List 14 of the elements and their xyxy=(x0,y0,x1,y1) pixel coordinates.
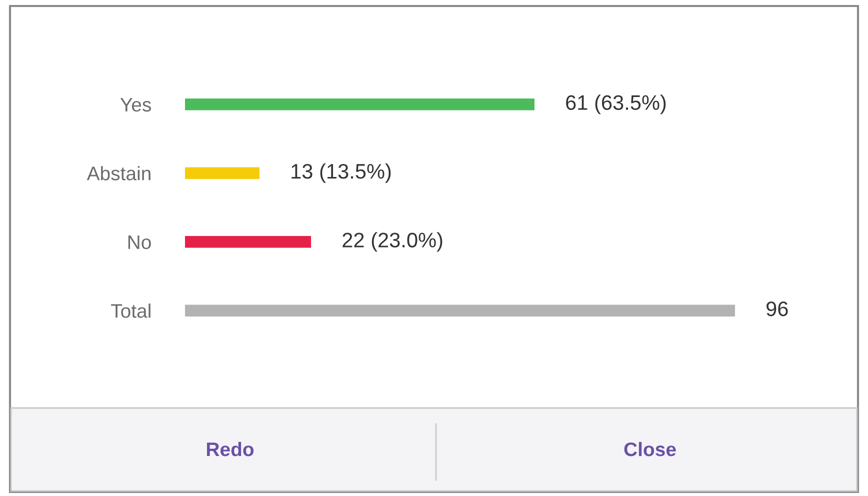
text: Redo xyxy=(206,442,254,456)
bar xyxy=(185,167,260,179)
data-label: 22 (23.0%) xyxy=(342,232,442,252)
text: Close xyxy=(624,442,676,456)
data-label: 96 xyxy=(766,301,788,316)
y-tick-label: No xyxy=(128,236,151,250)
y-tick-label: Abstain xyxy=(86,166,150,180)
data-label: 13 (13.5%) xyxy=(292,163,391,183)
y-tick-label: Total xyxy=(111,304,150,318)
bar xyxy=(185,236,312,248)
bar xyxy=(185,98,534,110)
y-tick-label: Yes xyxy=(120,98,151,112)
data-label: 61 (63.5%) xyxy=(566,94,666,114)
bar xyxy=(185,304,735,316)
